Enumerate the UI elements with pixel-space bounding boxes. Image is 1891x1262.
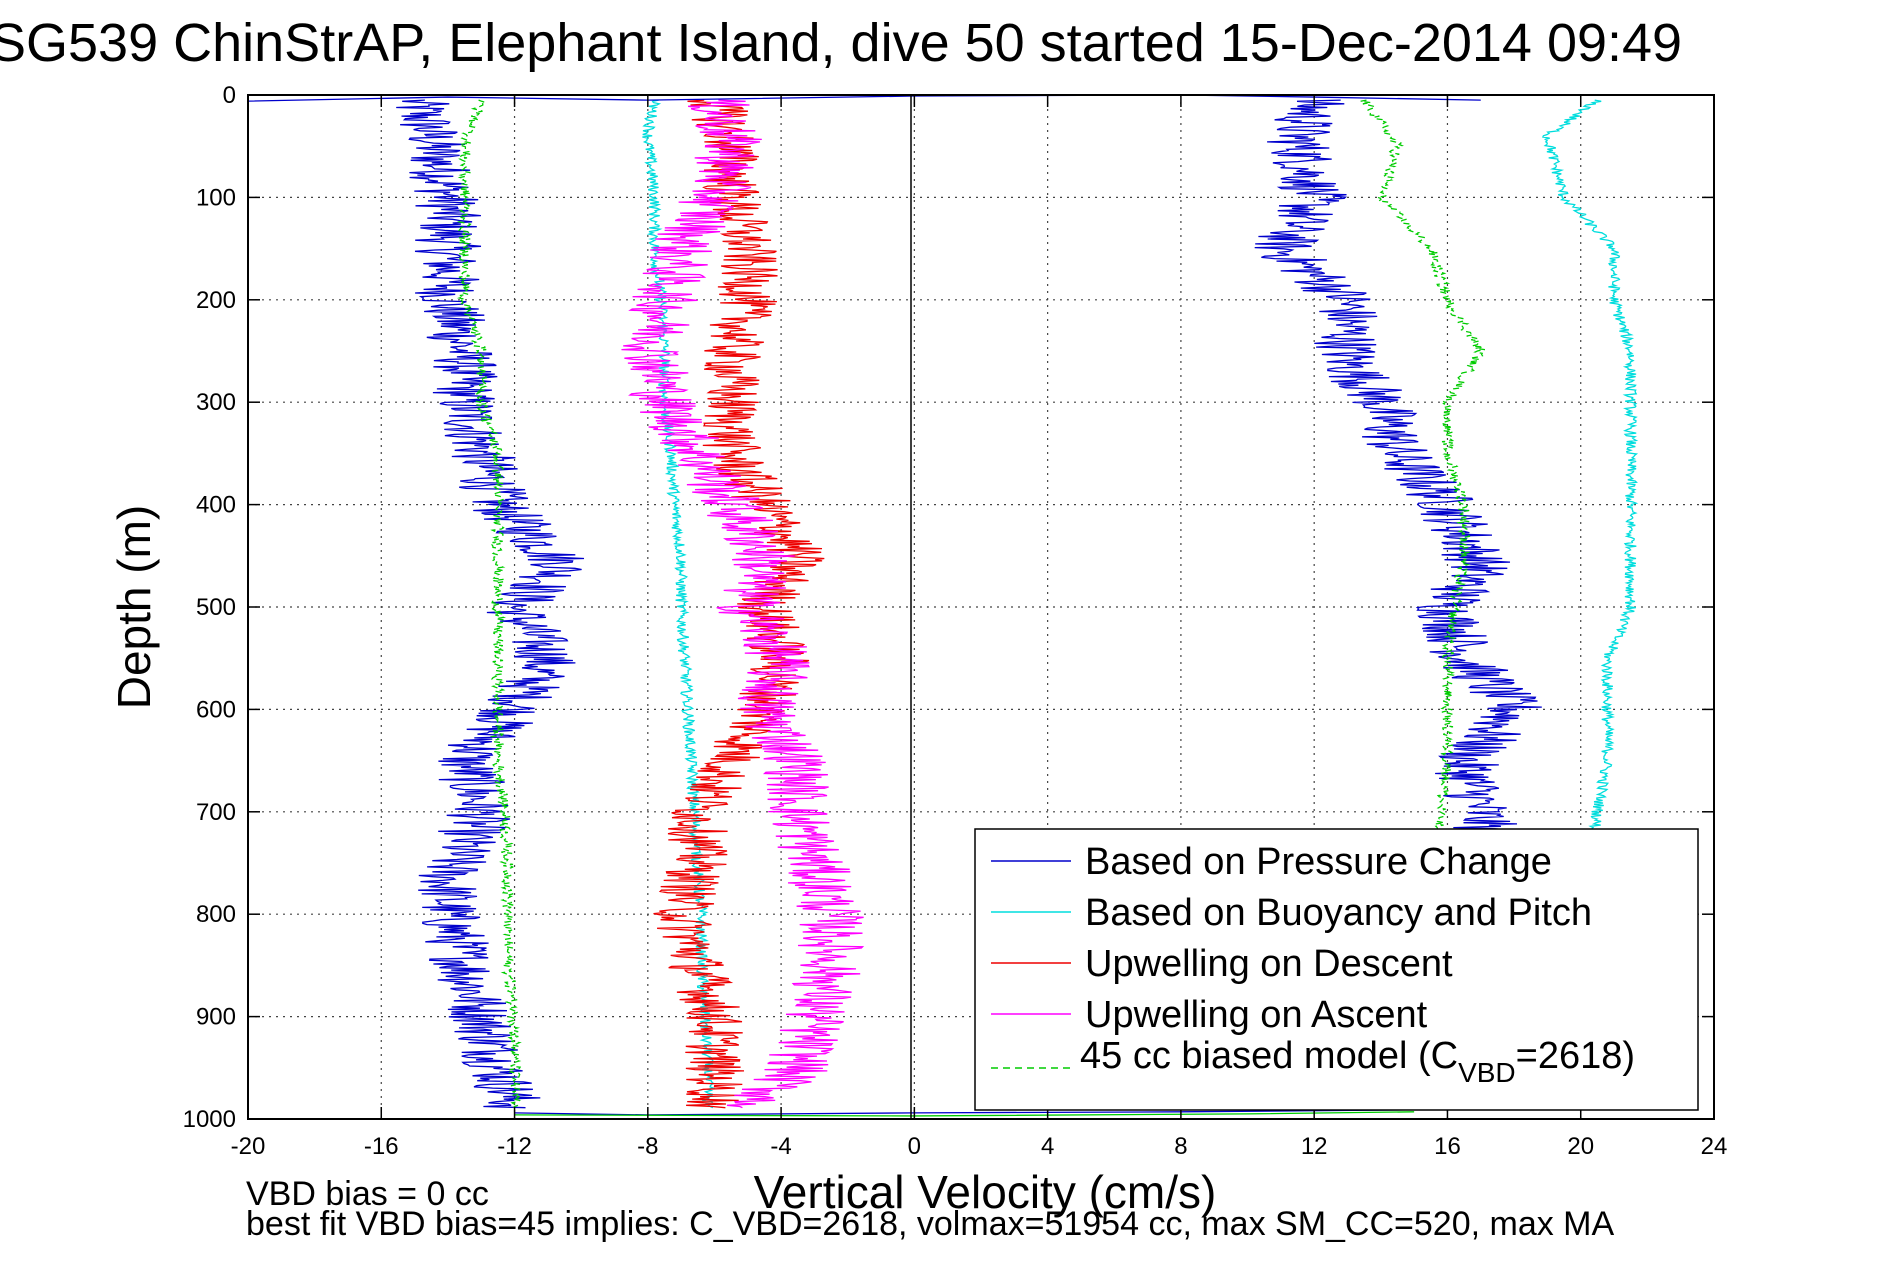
x-tick-label: -8 [637, 1133, 658, 1160]
legend-label-upwelling-descent: Upwelling on Descent [1085, 943, 1453, 985]
vbd-bias-note: VBD bias = 0 cc [246, 1175, 489, 1213]
series-0-descent-line [396, 99, 585, 1109]
series-3-line [621, 99, 865, 1109]
legend: Based on Pressure Change Based on Buoyan… [974, 828, 1699, 1111]
x-tick-label: -4 [770, 1133, 791, 1160]
y-tick-label: 1000 [183, 1106, 236, 1133]
x-tick-label: 4 [1041, 1133, 1054, 1160]
x-tick-label: 0 [908, 1133, 921, 1160]
y-axis-ticks: 0 100 200 300 400 500 600 700 800 900 1000 [183, 82, 1714, 1133]
y-tick-label: 800 [196, 901, 236, 928]
y-tick-label: 700 [196, 799, 236, 826]
y-tick-label: 0 [223, 82, 236, 109]
series-4-ascent-line [1360, 99, 1486, 1109]
y-tick-label: 200 [196, 287, 236, 314]
bottom-model-spike-line [514, 1111, 1415, 1117]
best-fit-note: best fit VBD bias=45 implies: C_VBD=2618… [246, 1205, 1615, 1243]
y-axis-label: Depth (m) [108, 505, 160, 709]
y-tick-label: 500 [196, 594, 236, 621]
y-tick-label: 100 [196, 184, 236, 211]
x-tick-label: -16 [364, 1133, 399, 1160]
x-tick-label: -20 [231, 1133, 266, 1160]
x-tick-label: 20 [1567, 1133, 1594, 1160]
series-2-line [653, 99, 825, 1109]
legend-box [974, 828, 1699, 1111]
x-tick-label: 12 [1301, 1133, 1328, 1160]
y-tick-label: 400 [196, 492, 236, 519]
x-tick-label: 8 [1174, 1133, 1187, 1160]
y-tick-label: 300 [196, 389, 236, 416]
x-axis-ticks: -20 -16 -12 -8 -4 0 4 8 12 16 20 24 [231, 95, 1728, 1160]
legend-label-model: 45 cc biased model (CVBD=2618) [1080, 1035, 1635, 1088]
legend-model-prefix: 45 cc biased model (C [1080, 1035, 1458, 1077]
x-tick-label: 24 [1701, 1133, 1728, 1160]
chart-title: SG539 ChinStrAP, Elephant Island, dive 5… [0, 13, 1683, 73]
legend-model-subscript: VBD [1458, 1057, 1516, 1088]
legend-model-suffix: =2618) [1516, 1035, 1635, 1077]
x-axis-label: Vertical Velocity (cm/s) [754, 1166, 1217, 1218]
legend-label-upwelling-ascent: Upwelling on Ascent [1085, 994, 1428, 1036]
x-tick-label: -12 [497, 1133, 532, 1160]
x-tick-label: 16 [1434, 1133, 1461, 1160]
series-4-descent-line [456, 99, 522, 1108]
y-tick-label: 900 [196, 1004, 236, 1031]
legend-label-buoyancy: Based on Buoyancy and Pitch [1085, 892, 1592, 934]
legend-label-pressure: Based on Pressure Change [1085, 841, 1552, 883]
y-tick-label: 600 [196, 696, 236, 723]
